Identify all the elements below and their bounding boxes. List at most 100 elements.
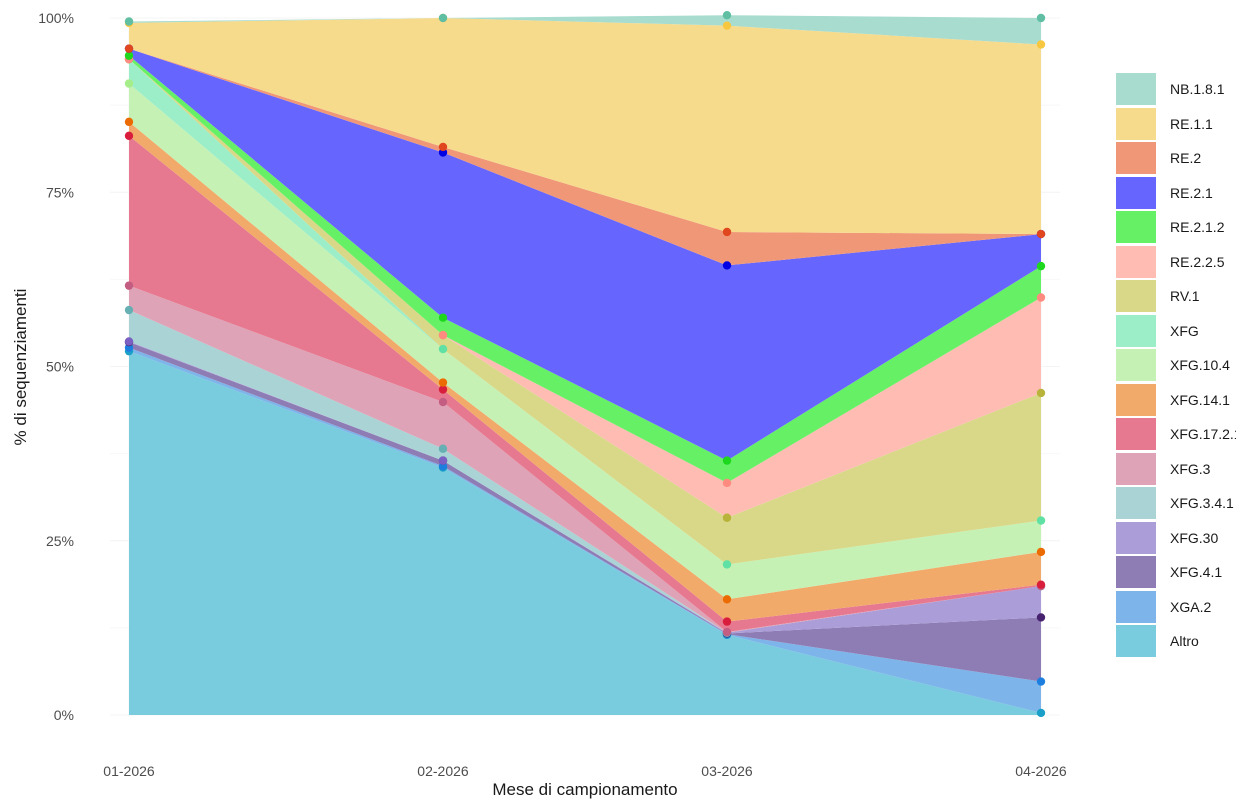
legend-label: RE.2.1.2 — [1170, 219, 1225, 236]
legend-label: RE.2 — [1170, 150, 1202, 167]
point-xfg-14-1-0 — [124, 117, 134, 127]
legend-item-xfg: XFG — [1116, 314, 1236, 349]
area-xfg-14-1 — [129, 121, 1041, 622]
legend-key — [1116, 349, 1156, 382]
legend-key — [1116, 176, 1156, 209]
legend-label: RV.1 — [1170, 288, 1200, 305]
legend-label: XFG.3.4.1 — [1170, 495, 1234, 512]
point-re-2-2 — [722, 227, 732, 237]
point-rv-1-2 — [722, 513, 732, 522]
x-axis-title: Mese di campionamento — [492, 780, 677, 799]
legend-key — [1116, 245, 1156, 278]
legend-label: RE.2.2.5 — [1170, 253, 1225, 270]
point-xfg-2 — [722, 560, 732, 569]
legend-item-re-1-1: RE.1.1 — [1116, 107, 1236, 142]
point-re-2-1 — [438, 142, 448, 152]
point-xfg-14-1-3 — [1036, 547, 1046, 557]
x-axis-ticks: 01-2026 02-2026 03-2026 04-2026 — [103, 763, 1067, 779]
point-xfg-1 — [438, 344, 448, 354]
legend-item-xga-2: XGA.2 — [1116, 590, 1236, 625]
point-re-2-1-2 — [722, 261, 732, 270]
legend-key — [1116, 487, 1156, 520]
legend-label: XFG.10.4 — [1170, 357, 1230, 374]
area-xfg-4-1 — [129, 342, 1041, 682]
point-re-2-1-2-1 — [438, 313, 448, 322]
area-re-2-1 — [129, 48, 1041, 461]
legend-label: XFG.4.1 — [1170, 564, 1223, 581]
point-nb-1-8-1-1 — [438, 13, 448, 23]
point-rv-1-3 — [1036, 388, 1046, 398]
area-xga-2 — [129, 347, 1041, 713]
legend-key — [1116, 556, 1156, 589]
legend-key — [1116, 314, 1156, 347]
legend-label: XFG.14.1 — [1170, 391, 1230, 408]
legend-label: RE.2.1 — [1170, 184, 1213, 201]
legend-label: XFG.30 — [1170, 529, 1219, 546]
legend-key — [1116, 211, 1156, 244]
legend-key — [1116, 590, 1156, 623]
legend-label: XFG.17.2.1 — [1170, 426, 1236, 443]
point-nb-1-8-1-0 — [124, 17, 134, 26]
point-xfg-17-2-1-1 — [438, 385, 448, 394]
point-nb-1-8-1-2 — [722, 11, 732, 20]
point-nb-1-8-1-3 — [1036, 13, 1046, 23]
point-re-2-1-2-2 — [722, 456, 732, 465]
point-xfg-3-4-1-1 — [438, 444, 448, 453]
legend-item-re-2-2-5: RE.2.2.5 — [1116, 245, 1236, 280]
point-xfg-3-2 — [722, 627, 732, 637]
point-altro-3 — [1036, 708, 1046, 718]
point-xfg-3 — [1036, 516, 1046, 525]
area-xfg-30 — [129, 341, 1041, 634]
legend-key — [1116, 625, 1156, 658]
legend-item-re-2: RE.2 — [1116, 141, 1236, 176]
y-tick-label: 100% — [38, 10, 74, 26]
legend-key — [1116, 107, 1156, 140]
legend-key — [1116, 452, 1156, 485]
area-xfg-10-4 — [129, 83, 1041, 600]
legend-item-rv-1: RV.1 — [1116, 279, 1236, 314]
legend-key — [1116, 142, 1156, 175]
legend-key — [1116, 418, 1156, 451]
point-xfg-10-4-0 — [124, 79, 134, 88]
legend-item-re-2-1: RE.2.1 — [1116, 176, 1236, 211]
area-nb-1-8-1 — [129, 15, 1041, 45]
area-re-2-2-5 — [129, 59, 1041, 518]
legend: NB.1.8.1 RE.1.1 RE.2 RE.2.1 RE.2.1.2 RE.2.2.5… — [1116, 72, 1236, 659]
legend-item-xfg-3-4-1: XFG.3.4.1 — [1116, 486, 1236, 521]
y-tick-label: 75% — [46, 184, 74, 200]
point-xga-2-3 — [1036, 677, 1046, 686]
legend-label: RE.1.1 — [1170, 115, 1213, 132]
point-xfg-30-1 — [438, 456, 448, 465]
point-xfg-3-1 — [438, 397, 448, 407]
y-tick-label: 50% — [46, 359, 74, 375]
point-xfg-17-2-1-0 — [124, 131, 134, 140]
area-rv-1 — [129, 59, 1041, 565]
data-points — [124, 11, 1046, 718]
y-axis-title: % di sequenziamenti — [11, 289, 30, 446]
legend-label: XFG.3 — [1170, 460, 1211, 477]
point-re-2-2-5-3 — [1036, 293, 1046, 302]
point-re-2-3 — [1036, 229, 1046, 239]
x-tick-label: 04-2026 — [1015, 763, 1067, 779]
area-re-1-1 — [129, 18, 1041, 235]
legend-key — [1116, 521, 1156, 554]
point-xfg-4-1-3 — [1036, 613, 1046, 622]
point-xfg-17-2-1-3 — [1036, 580, 1046, 589]
area-altro — [129, 351, 1041, 715]
point-re-2-2-5-1 — [438, 330, 448, 340]
area-re-2-1-2 — [129, 55, 1041, 483]
legend-item-xfg-4-1: XFG.4.1 — [1116, 555, 1236, 590]
legend-item-xfg-14-1: XFG.14.1 — [1116, 383, 1236, 418]
point-re-1-1-3 — [1036, 40, 1046, 49]
legend-item-nb-1-8-1: NB.1.8.1 — [1116, 72, 1236, 107]
legend-item-xfg-30: XFG.30 — [1116, 521, 1236, 556]
x-tick-label: 02-2026 — [417, 763, 469, 779]
point-re-2-2-5-2 — [722, 478, 732, 488]
legend-item-xfg-3: XFG.3 — [1116, 452, 1236, 487]
legend-item-altro: Altro — [1116, 624, 1236, 659]
point-xfg-14-1-2 — [722, 595, 732, 604]
point-xfg-14-1-1 — [438, 378, 448, 387]
point-xfg-17-2-1-2 — [722, 617, 732, 626]
legend-label: XGA.2 — [1170, 598, 1212, 615]
